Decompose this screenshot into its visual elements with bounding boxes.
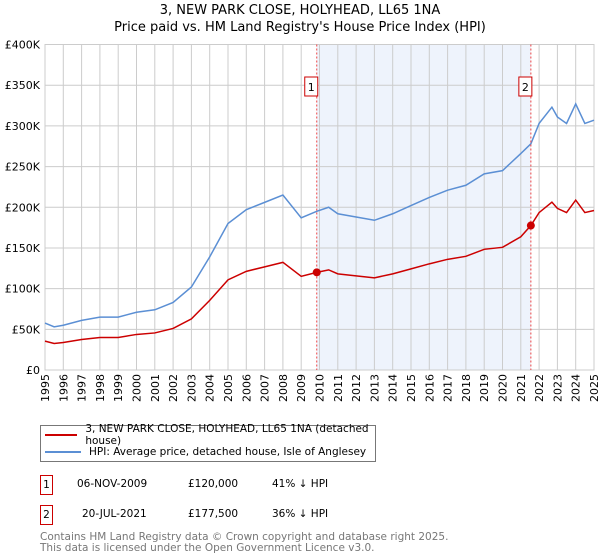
plot-border (44, 44, 595, 371)
legend-swatch-red (45, 434, 78, 436)
x-tick-label: 1995 (39, 374, 52, 402)
y-tick-label: £100K (5, 283, 41, 296)
legend-item-property: 3, NEW PARK CLOSE, HOLYHEAD, LL65 1NA (d… (45, 423, 375, 447)
x-tick-label: 2003 (185, 374, 198, 402)
property-price-line (44, 198, 595, 345)
chart-subtitle: Price paid vs. HM Land Registry's House … (114, 20, 486, 35)
sale-date: 06-NOV-2009 (77, 478, 148, 490)
x-tick-label: 1998 (94, 374, 107, 402)
legend-label: 3, NEW PARK CLOSE, HOLYHEAD, LL65 1NA (d… (85, 423, 369, 447)
sale-price: £120,000 (188, 478, 239, 490)
x-tick-label: 2021 (515, 374, 528, 402)
sale-row-2: 2 20-JUL-2021 £177,500 36% ↓ HPI (40, 505, 440, 525)
sale-marker-badge: 2 (40, 505, 53, 525)
x-tick-label: 1997 (76, 374, 89, 402)
sale-point (526, 221, 535, 230)
x-tick-label: 2009 (295, 374, 308, 402)
sale-label: 1 (308, 81, 315, 94)
sale-label: 2 (522, 81, 529, 94)
x-tick-label: 2008 (277, 374, 290, 402)
x-tick-label: 2015 (405, 374, 418, 402)
x-tick-label: 2022 (533, 374, 546, 402)
sale-point (312, 268, 321, 277)
x-tick-label: 2011 (332, 374, 345, 402)
sale-marker-badge: 1 (40, 475, 53, 495)
x-tick-label: 1996 (57, 374, 70, 402)
x-tick-label: 2023 (551, 374, 564, 402)
x-tick-label: 2016 (423, 374, 436, 402)
sale-delta: 41% ↓ HPI (272, 478, 329, 490)
x-tick-label: 2006 (240, 374, 253, 402)
y-tick-label: £300K (5, 120, 41, 133)
y-tick-label: £200K (5, 201, 41, 214)
x-tick-label: 2024 (570, 374, 583, 402)
y-tick-label: £150K (5, 242, 41, 255)
sale-label-box (518, 76, 533, 97)
x-tick-label: 2018 (460, 374, 473, 402)
sale-label-box (304, 76, 319, 97)
x-tick-label: 2013 (368, 374, 381, 402)
y-tick-label: £400K (5, 39, 41, 52)
y-tick-label: £350K (5, 79, 41, 92)
x-tick-label: 2002 (167, 374, 180, 402)
sale-price: £177,500 (188, 508, 239, 520)
sale-date: 20-JUL-2021 (82, 508, 147, 520)
legend-label: HPI: Average price, detached house, Isle… (89, 446, 367, 458)
hpi-line (44, 102, 595, 328)
y-tick-label: £250K (5, 161, 41, 174)
x-tick-label: 2005 (222, 374, 235, 402)
x-tick-label: 2007 (259, 374, 272, 402)
x-tick-label: 1999 (112, 374, 125, 402)
plot-area: 1995 1996 1997 1998 1999 2000 2001 2002 2003 2004… (5, 39, 600, 403)
x-tick-label: 2010 (314, 374, 327, 402)
y-tick-label: £0 (26, 364, 40, 377)
legend: 3, NEW PARK CLOSE, HOLYHEAD, LL65 1NA (d… (40, 423, 376, 462)
x-tick-label: 2017 (442, 374, 455, 402)
x-tick-label: 2012 (350, 374, 363, 402)
x-tick-label: 2000 (131, 374, 144, 402)
x-tick-label: 2001 (149, 374, 162, 402)
chart-title: 3, NEW PARK CLOSE, HOLYHEAD, LL65 1NA (159, 3, 441, 18)
footer-copyright: Contains HM Land Registry data © Crown c… (40, 531, 449, 543)
y-tick-label: £50K (12, 323, 41, 336)
x-tick-label: 2025 (588, 374, 600, 402)
x-tick-label: 2019 (478, 374, 491, 402)
legend-item-hpi: HPI: Average price, detached house, Isle… (45, 444, 366, 460)
footer-licence: This data is licensed under the Open Gov… (40, 542, 375, 554)
sale-row-1: 1 06-NOV-2009 £120,000 41% ↓ HPI (40, 475, 440, 495)
x-tick-label: 2020 (497, 374, 510, 402)
x-tick-label: 2014 (387, 374, 400, 402)
legend-swatch-blue (45, 451, 81, 453)
sale-delta: 36% ↓ HPI (272, 508, 329, 520)
x-tick-label: 2004 (204, 374, 217, 402)
